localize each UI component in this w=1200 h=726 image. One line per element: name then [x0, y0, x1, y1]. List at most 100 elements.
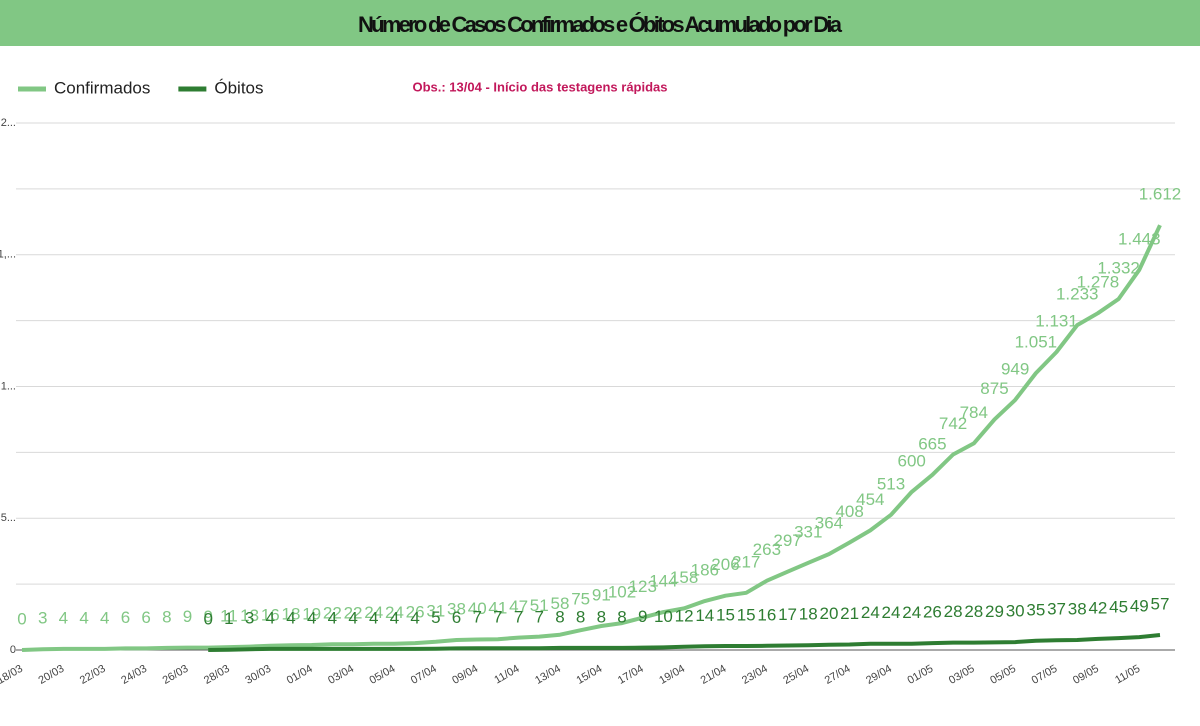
data-label: 4 [100, 608, 109, 627]
data-label: 51 [530, 596, 549, 615]
data-label: 206 [711, 555, 739, 574]
data-label: 45 [1109, 598, 1128, 617]
data-label: 263 [753, 540, 781, 559]
y-tick-label: 1,... [0, 249, 16, 261]
data-label: 1.443 [1118, 229, 1161, 248]
data-label: 1.332 [1097, 259, 1140, 278]
data-label: 75 [571, 590, 590, 609]
x-tick-label: 22/03 [78, 663, 108, 687]
data-label: 22 [344, 604, 363, 623]
data-label: 0 [17, 609, 26, 628]
data-label: 158 [670, 568, 698, 587]
data-label: 49 [1130, 597, 1149, 616]
data-label: 5 [431, 608, 440, 627]
annotation: Obs.: 13/04 - Início das testagens rápid… [412, 79, 667, 94]
data-label: 7 [472, 608, 481, 627]
data-label: 18 [799, 605, 818, 624]
data-label: 364 [815, 514, 843, 533]
x-tick-label: 19/04 [657, 663, 687, 687]
data-label: 665 [918, 434, 946, 453]
data-label: 35 [1026, 600, 1045, 619]
data-label: 16 [261, 605, 280, 624]
data-label: 38 [447, 599, 466, 618]
title-bar [0, 0, 1200, 46]
data-label: 24 [861, 603, 880, 622]
data-label: 6 [452, 608, 461, 627]
data-label: 9 [183, 607, 192, 626]
data-label: 7 [514, 608, 523, 627]
chart-title: Número de Casos Confirmados e Óbitos Acu… [358, 12, 843, 37]
data-label: 40 [468, 599, 487, 618]
data-label: 217 [732, 552, 760, 571]
data-label: 102 [608, 583, 636, 602]
y-tick-label: 5... [1, 512, 16, 524]
x-tick-label: 01/04 [285, 663, 315, 687]
data-label: 8 [555, 607, 564, 626]
x-tick-label: 29/04 [864, 663, 894, 687]
data-label: 24 [882, 603, 901, 622]
data-label: 123 [629, 577, 657, 596]
data-label: 4 [59, 608, 68, 627]
data-label: 18 [282, 605, 301, 624]
legend-label: Óbitos [214, 78, 263, 97]
data-label: 1.051 [1015, 333, 1058, 352]
x-tick-label: 28/03 [202, 663, 232, 687]
data-label: 10 [654, 607, 673, 626]
data-label: 24 [902, 603, 921, 622]
x-tick-label: 30/03 [243, 663, 273, 687]
data-label: 1.233 [1056, 285, 1099, 304]
data-label: 8 [162, 607, 171, 626]
data-label: 8 [576, 607, 585, 626]
data-label: 4 [286, 608, 295, 627]
x-tick-label: 05/04 [368, 663, 398, 687]
data-label: 37 [1047, 600, 1066, 619]
data-label: 3 [38, 609, 47, 628]
legend-label: Confirmados [54, 78, 150, 97]
data-label: 11 [220, 607, 238, 626]
x-tick-label: 11/05 [1113, 663, 1142, 687]
x-tick-label: 26/03 [161, 663, 191, 687]
data-label: 13 [240, 606, 259, 625]
data-label: 22 [323, 604, 342, 623]
data-label: 8 [617, 607, 626, 626]
data-label: 15 [737, 606, 756, 625]
data-label: 4 [410, 608, 419, 627]
data-label: 4 [307, 608, 316, 627]
x-tick-label: 09/05 [1071, 663, 1101, 687]
data-label: 297 [773, 531, 801, 550]
data-label: 47 [509, 597, 528, 616]
x-tick-label: 07/04 [409, 663, 439, 687]
data-label: 26 [406, 603, 425, 622]
data-label: 21 [840, 604, 859, 623]
data-label: 144 [649, 572, 677, 591]
data-label: 26 [923, 603, 942, 622]
data-label: 7 [493, 608, 502, 627]
data-label: 4 [266, 608, 275, 627]
x-tick-label: 15/04 [574, 663, 604, 687]
data-label: 17 [778, 605, 797, 624]
x-tick-label: 20/03 [36, 663, 66, 687]
x-tick-label: 21/04 [699, 663, 729, 687]
data-label: 9 [638, 607, 647, 626]
data-label: 28 [964, 602, 983, 621]
data-label: 4 [328, 608, 337, 627]
data-label: 42 [1088, 598, 1107, 617]
data-label: 1 [224, 609, 233, 628]
y-tick-label: 2... [1, 117, 16, 129]
data-label: 24 [364, 603, 383, 622]
data-label: 742 [939, 414, 967, 433]
data-label: 29 [985, 602, 1004, 621]
x-tick-label: 01/05 [906, 663, 936, 687]
data-label: 14 [695, 606, 714, 625]
data-label: 6 [141, 608, 150, 627]
x-tick-label: 18/03 [0, 663, 25, 687]
data-label: 31 [426, 601, 445, 620]
data-label: 9 [203, 607, 212, 626]
data-label: 12 [675, 606, 694, 625]
x-tick-label: 23/04 [740, 663, 770, 687]
series-line [208, 633, 1161, 652]
data-label: 4 [348, 608, 357, 627]
data-label: 57 [1151, 594, 1170, 613]
data-label: 331 [794, 522, 822, 541]
